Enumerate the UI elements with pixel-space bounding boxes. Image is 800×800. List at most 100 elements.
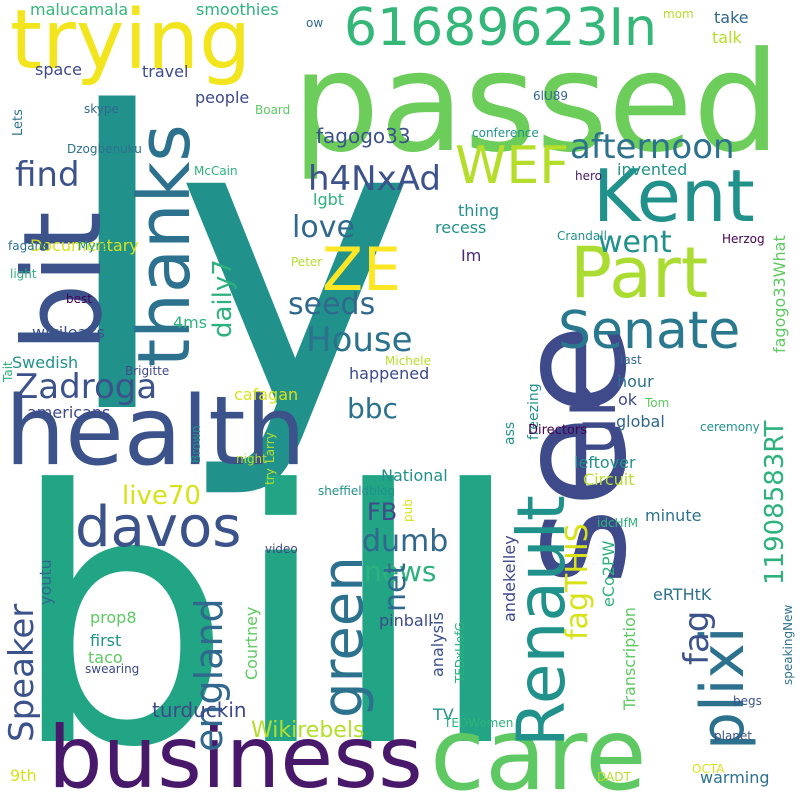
word-hour: hour xyxy=(617,372,654,391)
word-zadroga: Zadroga xyxy=(15,367,158,407)
word-prop8: prop8 xyxy=(90,608,137,627)
word-davos: davos xyxy=(75,495,242,560)
word-house: House xyxy=(306,320,413,360)
word-brown: Brown xyxy=(189,425,203,463)
word-octa: OCTA xyxy=(692,762,725,776)
word-taco: taco xyxy=(88,648,123,667)
word-dumb: dumb xyxy=(362,524,449,559)
word-tom: Tom xyxy=(645,396,670,410)
word-idchfm: idcHfM xyxy=(597,516,639,530)
word-last: last xyxy=(620,353,642,367)
word-myra: Myra xyxy=(78,239,108,253)
word-pinball: pinball xyxy=(379,611,433,630)
word-best: best xyxy=(66,292,92,306)
word-11908583rt: 11908583RT xyxy=(760,420,790,585)
word-part: Part xyxy=(570,232,709,314)
word-board: Board xyxy=(255,103,291,117)
word-swedish: Swedish xyxy=(12,353,79,372)
word-thing: thing xyxy=(458,201,500,220)
word-night: night xyxy=(236,452,267,466)
word-michele: Michele xyxy=(385,354,431,368)
word-speakingnew: speakingNew xyxy=(781,604,795,685)
word-bbc: bbc xyxy=(347,392,398,425)
word-afternoon: afternoon xyxy=(570,127,735,167)
word-light: light xyxy=(10,267,37,281)
word-went: went xyxy=(598,225,672,260)
word-happened: happened xyxy=(349,364,430,383)
word-crandall: Crandall xyxy=(557,229,607,243)
word-mom: mom xyxy=(663,7,694,21)
word-courtney: Courtney xyxy=(242,606,261,680)
word-daily7: daily7 xyxy=(208,259,238,338)
word-first: first xyxy=(90,631,122,650)
word-senate: Senate xyxy=(558,301,741,361)
word-cafagan: cafagan xyxy=(234,385,299,404)
word-herzog: Herzog xyxy=(722,232,765,246)
word-national: National xyxy=(381,466,448,485)
word-andekelley: andekelley xyxy=(500,535,519,622)
word-dzogbenuku: Dzogbenuku xyxy=(67,142,142,156)
word-passed: passed xyxy=(292,22,781,183)
word-warming: warming xyxy=(700,768,770,787)
word-ow: ow xyxy=(306,16,324,30)
word-peter: Peter xyxy=(291,255,323,269)
word-news: news xyxy=(364,555,437,588)
word-bill: bill xyxy=(10,416,524,800)
word-space: space xyxy=(35,60,82,79)
word-people: people xyxy=(195,88,250,107)
word-im: Im xyxy=(461,246,482,265)
word-ok: ok xyxy=(618,390,638,409)
word-wikileaks: wikileaks xyxy=(32,323,105,342)
word-lets: Lets xyxy=(11,109,26,136)
word-mccain: McCain xyxy=(194,164,238,178)
word-dadt: DADT xyxy=(597,770,631,784)
word-ceremony: ceremony xyxy=(700,420,760,434)
word-tv: TV xyxy=(433,705,454,724)
word-9th: 9th xyxy=(10,766,37,785)
word-kent: Kent xyxy=(593,154,755,238)
word-conference: conference xyxy=(472,126,539,140)
word-larry: Larry xyxy=(263,432,277,463)
word-global: global xyxy=(616,412,665,431)
word-live70: live70 xyxy=(122,481,201,511)
word-speaker: Speaker xyxy=(2,603,42,742)
word-ass: ass xyxy=(502,421,518,445)
word-eco2pw: eCo2PW xyxy=(599,540,618,607)
word-malucamala: malucamala xyxy=(30,0,129,19)
word-wikirebels: Wikirebels xyxy=(251,718,365,743)
word-seeds: seeds xyxy=(288,287,376,322)
word-try: try xyxy=(263,468,277,485)
word-4ms: 4ms xyxy=(173,313,208,332)
word-love: love xyxy=(292,210,355,245)
word-pub: pub xyxy=(401,499,415,522)
word-tait: Tait xyxy=(1,361,15,382)
word-swearing: swearing xyxy=(85,662,140,676)
word-england: england xyxy=(187,598,231,752)
word-analysis: analysis xyxy=(428,612,447,677)
word-brigitte: Brigitte xyxy=(125,364,170,378)
word-documentary: Documentary xyxy=(30,236,139,255)
word-minute: minute xyxy=(645,506,702,525)
word-video: video xyxy=(265,542,298,556)
word-transcription: Transcription xyxy=(620,607,639,710)
word-planet: planet xyxy=(714,729,752,743)
word-begs: begs xyxy=(733,694,762,708)
word-recess: recess xyxy=(435,218,487,237)
word-fag: fag xyxy=(677,610,717,665)
word-fagogo33what: fagogo33What xyxy=(770,235,789,353)
word-circuit: Circuit xyxy=(583,470,635,489)
word-americans: americans xyxy=(27,403,111,422)
word-talk: talk xyxy=(712,28,742,47)
word-tedwomen: TEDWomen xyxy=(444,716,514,730)
word-fagthis: fagTHIS xyxy=(560,523,595,640)
word-lgbt: lgbt xyxy=(313,190,345,209)
word-leftover: leftover xyxy=(574,453,636,472)
word-care: care xyxy=(430,696,647,800)
word-sheffieldblog: sheffieldblog xyxy=(318,484,396,498)
word-smoothies: smoothies xyxy=(196,0,279,19)
word-find: find xyxy=(15,155,80,195)
word-business: business xyxy=(48,708,423,800)
word-skype: skype xyxy=(84,102,119,116)
word-fagans: fagans xyxy=(8,239,49,253)
